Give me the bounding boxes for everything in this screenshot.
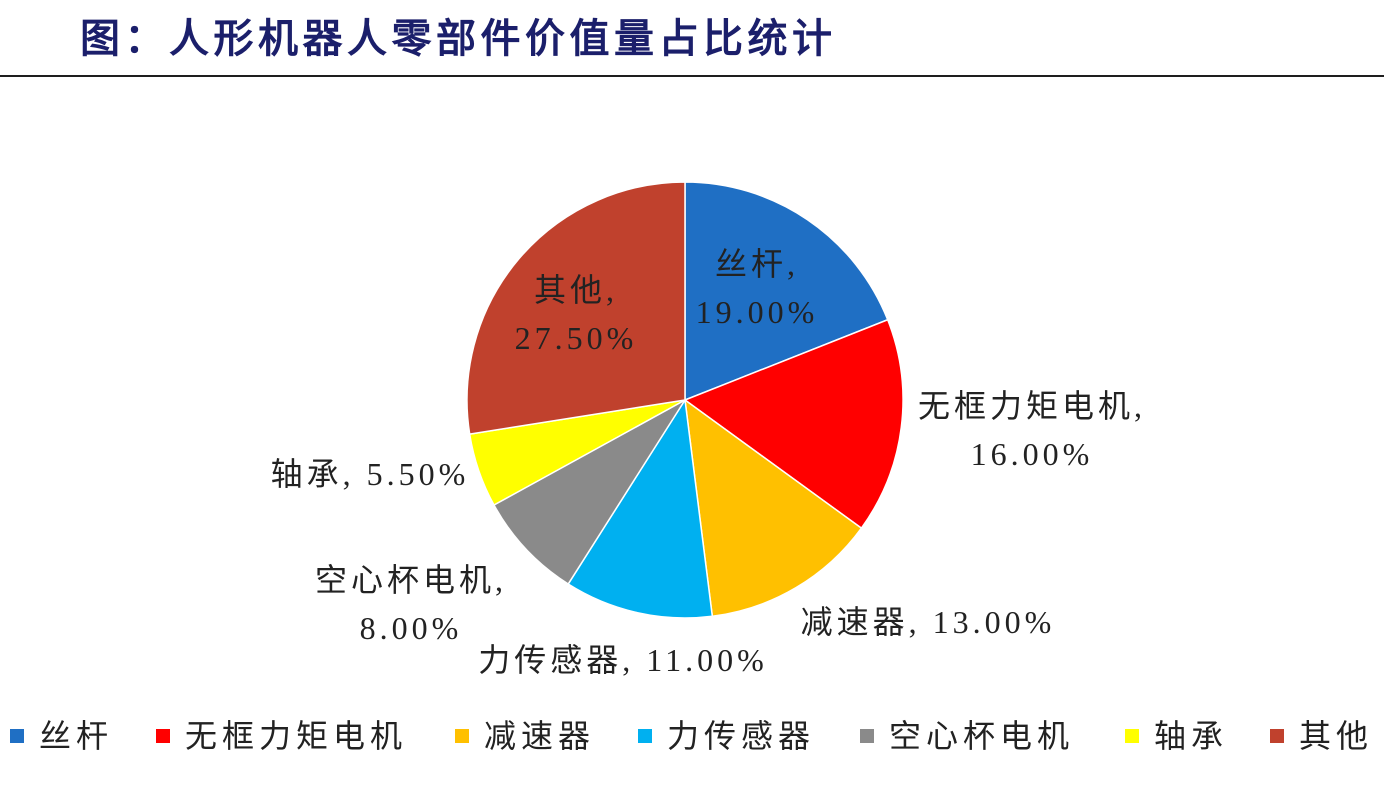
- legend-swatch-frameless-torque-motor: [156, 729, 170, 743]
- legend-label-reducer: 减速器: [484, 718, 596, 754]
- legend-label-other: 其他: [1299, 718, 1374, 754]
- legend-item-bearing: 轴承: [1125, 712, 1228, 760]
- legend-swatch-force-sensor: [638, 729, 652, 743]
- legend-label-force-sensor: 力传感器: [667, 718, 816, 754]
- legend-item-lead-screw: 丝杆: [10, 712, 113, 760]
- pie-slice-other: [466, 181, 686, 435]
- legend-item-force-sensor: 力传感器: [638, 712, 815, 760]
- data-label-other: 其他, 27.50%: [514, 272, 638, 356]
- legend-item-frameless-torque-motor: 无框力矩电机: [156, 712, 407, 760]
- legend-label-lead-screw: 丝杆: [39, 718, 114, 754]
- legend-item-other: 其他: [1270, 712, 1373, 760]
- legend-swatch-reducer: [455, 729, 469, 743]
- data-label-reducer: 减速器, 13.00%: [800, 604, 1056, 640]
- legend-item-reducer: 减速器: [455, 712, 595, 760]
- pie-slice-coreless-motor: [493, 399, 686, 585]
- figure-title: 图：人形机器人零部件价值量占比统计: [80, 16, 837, 61]
- pie-slice-force-sensor: [567, 399, 714, 619]
- legend-swatch-coreless-motor: [860, 729, 874, 743]
- title-divider: [0, 75, 1384, 77]
- pie-slice-frameless-torque-motor: [684, 319, 904, 529]
- legend-swatch-lead-screw: [10, 729, 24, 743]
- pie-slice-lead-screw: [684, 181, 889, 401]
- data-label-force-sensor: 力传感器, 11.00%: [478, 642, 768, 678]
- data-label-bearing: 轴承, 5.50%: [270, 456, 470, 492]
- data-label-coreless-motor: 空心杯电机, 8.00%: [314, 562, 508, 646]
- legend-item-coreless-motor: 空心杯电机: [860, 712, 1074, 760]
- legend-swatch-other: [1270, 729, 1284, 743]
- legend-label-frameless-torque-motor: 无框力矩电机: [185, 718, 408, 754]
- data-label-lead-screw: 丝杆, 19.00%: [695, 246, 819, 330]
- legend-swatch-bearing: [1125, 729, 1139, 743]
- chart-legend: 丝杆 无框力矩电机 减速器 力传感器 空心杯电机 轴承 其他: [0, 712, 1384, 760]
- legend-label-coreless-motor: 空心杯电机: [889, 718, 1075, 754]
- legend-label-bearing: 轴承: [1154, 718, 1229, 754]
- data-label-frameless-torque-motor: 无框力矩电机, 16.00%: [917, 388, 1147, 472]
- pie-slice-reducer: [684, 399, 863, 618]
